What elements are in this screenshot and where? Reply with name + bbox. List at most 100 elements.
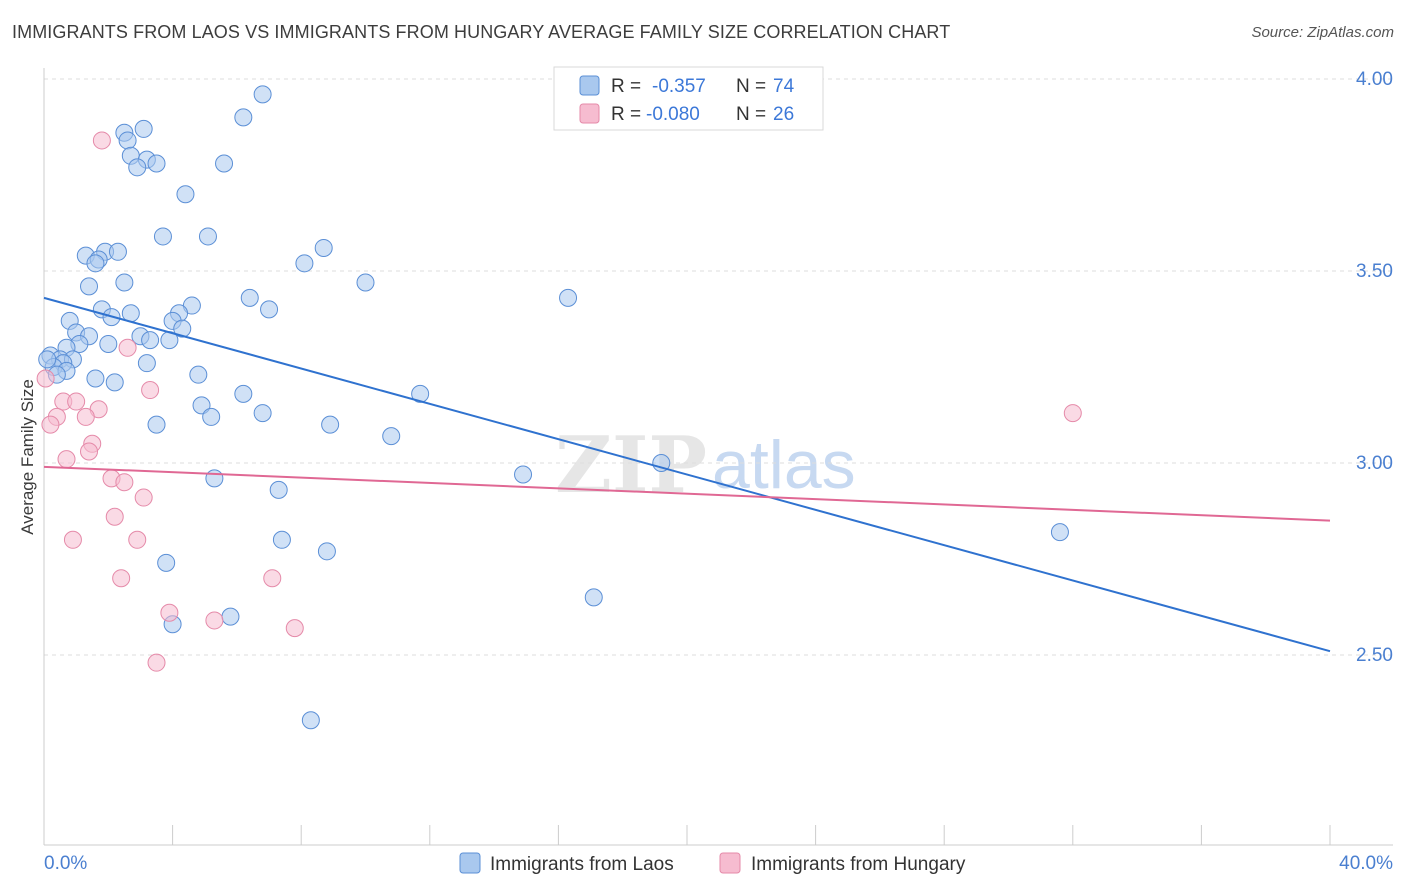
point-laos-18	[86, 254, 105, 273]
point-laos-1	[234, 108, 253, 127]
point-hungary-19	[263, 569, 282, 588]
point-hungary-0	[92, 131, 111, 150]
point-laos-62	[514, 465, 533, 484]
series-hungary-points	[36, 131, 1082, 672]
point-hungary-16	[63, 530, 82, 549]
point-hungary-15	[105, 507, 124, 526]
point-hungary-8	[41, 415, 60, 434]
legend-r-value-laos: -0.357	[652, 76, 706, 97]
point-laos-63	[205, 469, 224, 488]
y-axis-label: Average Family Size	[18, 379, 37, 535]
series-legend-label-hungary: Immigrants from Hungary	[751, 854, 966, 875]
point-laos-22	[80, 277, 99, 296]
legend-n-value-hungary: 26	[773, 104, 794, 125]
point-laos-68	[1050, 523, 1069, 542]
point-laos-13	[314, 238, 333, 257]
point-laos-0	[253, 85, 272, 104]
grid-lines	[44, 78, 1393, 656]
stats-legend: R = -0.357 N = 74 R = -0.080 N = 26	[553, 66, 824, 131]
point-laos-52	[105, 373, 124, 392]
trend-lines	[43, 296, 1331, 653]
point-hungary-2	[141, 381, 160, 400]
point-laos-51	[189, 365, 208, 384]
point-laos-54	[234, 384, 253, 403]
watermark-atlas: atlas	[712, 427, 856, 503]
point-laos-20	[115, 273, 134, 292]
point-laos-56	[202, 407, 221, 426]
axes	[43, 68, 1393, 846]
series-legend-swatch-laos	[459, 852, 481, 874]
point-hungary-23	[147, 653, 166, 672]
point-hungary-1	[118, 338, 137, 357]
point-laos-12	[198, 227, 217, 246]
trend-line-laos	[43, 296, 1331, 653]
legend-n-value-laos: 74	[773, 76, 795, 97]
point-hungary-21	[205, 611, 224, 630]
point-laos-73	[38, 350, 57, 369]
point-laos-39	[99, 334, 118, 353]
point-laos-23	[559, 288, 578, 307]
point-hungary-25	[36, 369, 55, 388]
point-laos-53	[411, 384, 430, 403]
x-tick-label-max: 40.0%	[1339, 853, 1393, 874]
x-tick-label-min: 0.0%	[44, 853, 87, 874]
point-hungary-13	[115, 473, 134, 492]
point-laos-50	[86, 369, 105, 388]
point-hungary-24	[1063, 404, 1082, 423]
point-laos-33	[173, 319, 192, 338]
point-laos-64	[269, 480, 288, 499]
point-laos-24	[240, 288, 259, 307]
point-laos-10	[176, 185, 195, 204]
point-hungary-10	[80, 442, 99, 461]
point-laos-65	[272, 530, 291, 549]
point-laos-72	[301, 711, 320, 730]
series-legend: Immigrants from Laos Immigrants from Hun…	[459, 852, 966, 875]
point-laos-15	[108, 242, 127, 261]
point-laos-21	[356, 273, 375, 292]
point-laos-2	[134, 119, 153, 138]
watermark-zip: ZIP	[555, 420, 707, 511]
legend-r-value-hungary: -0.080	[646, 104, 700, 125]
y-tick-label-1: 3.00	[1356, 453, 1393, 474]
point-laos-4	[118, 131, 137, 150]
point-laos-60	[382, 427, 401, 446]
point-laos-67	[157, 553, 176, 572]
point-hungary-4	[67, 392, 86, 411]
point-hungary-18	[112, 569, 131, 588]
point-hungary-17	[128, 530, 147, 549]
y-tick-label-3: 4.00	[1356, 69, 1393, 90]
point-laos-37	[141, 331, 160, 350]
point-laos-70	[221, 607, 240, 626]
y-tick-labels: 2.50 3.00 3.50 4.00	[1356, 69, 1393, 666]
y-tick-label-2: 3.50	[1356, 261, 1393, 282]
point-laos-58	[147, 415, 166, 434]
point-laos-11	[153, 227, 172, 246]
point-laos-8	[128, 158, 147, 177]
chart-title: IMMIGRANTS FROM LAOS VS IMMIGRANTS FROM …	[12, 22, 951, 42]
point-laos-55	[192, 396, 211, 415]
point-hungary-14	[134, 488, 153, 507]
series-legend-swatch-hungary	[719, 852, 741, 874]
series-legend-label-laos: Immigrants from Laos	[490, 854, 674, 875]
point-laos-66	[317, 542, 336, 561]
point-hungary-11	[57, 450, 76, 469]
point-hungary-20	[160, 603, 179, 622]
source-label: Source: ZipAtlas.com	[1251, 24, 1394, 41]
point-hungary-7	[76, 407, 95, 426]
series-laos-points	[38, 85, 1069, 730]
legend-swatch-hungary	[579, 103, 600, 124]
x-ticks	[43, 825, 1331, 845]
point-laos-47	[137, 354, 156, 373]
legend-n-label-hungary: N =	[736, 104, 766, 125]
point-laos-19	[295, 254, 314, 273]
point-laos-27	[260, 300, 279, 319]
point-laos-7	[147, 154, 166, 173]
trend-line-hungary	[43, 465, 1331, 522]
y-tick-label-0: 2.50	[1356, 645, 1393, 666]
legend-r-label-hungary: R =	[611, 104, 641, 125]
point-laos-9	[215, 154, 234, 173]
point-laos-59	[321, 415, 340, 434]
point-hungary-22	[285, 619, 304, 638]
legend-swatch-laos	[579, 75, 600, 96]
